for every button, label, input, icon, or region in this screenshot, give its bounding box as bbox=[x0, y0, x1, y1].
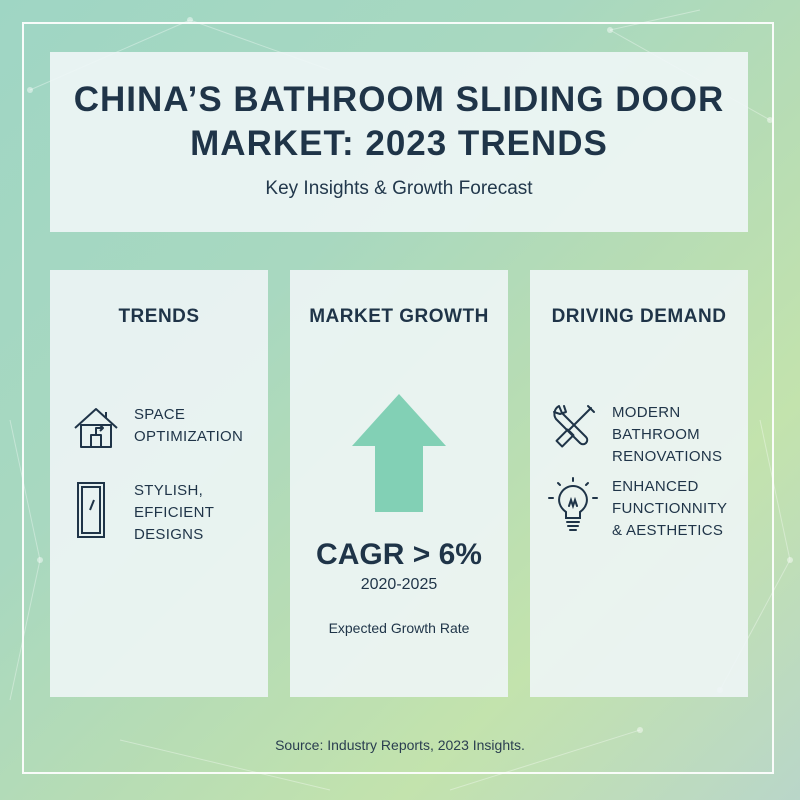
trend-item-space-line1: Space bbox=[134, 406, 186, 423]
up-arrow-icon bbox=[352, 394, 446, 512]
trend-item-space-line2: Optimization bbox=[134, 428, 244, 445]
driving-demand-card: DRIVING DEMAND Modern Bathroom Renovatio… bbox=[530, 270, 748, 697]
page-title: China’s Bathroom Sliding Door Market: 20… bbox=[50, 78, 748, 166]
demand-item-aesthetics-line1: Enhanced bbox=[612, 478, 699, 495]
header-panel: China’s Bathroom Sliding Door Market: 20… bbox=[50, 52, 748, 232]
demand-item-aesthetics-line3: & Aesthetics bbox=[612, 522, 724, 539]
page-subtitle: Key Insights & Growth Forecast bbox=[265, 178, 533, 199]
demand-item-aesthetics-line2: Functionnity bbox=[612, 500, 728, 517]
driving-demand-title: DRIVING DEMAND bbox=[551, 306, 727, 327]
trend-item-stylish-line3: Designs bbox=[134, 526, 204, 543]
trend-item-stylish-line1: Stylish, bbox=[134, 482, 204, 499]
cagr-label: Expected Growth Rate bbox=[328, 620, 470, 636]
sliding-door-icon bbox=[77, 482, 105, 538]
title-line-2: Market: 2023 Trends bbox=[190, 124, 608, 163]
trends-card: TRENDS Space Optimization Stylish, Effic… bbox=[50, 270, 268, 697]
trends-title: TRENDS bbox=[118, 306, 200, 327]
demand-item-renovations: Modern Bathroom Renovations bbox=[550, 402, 748, 468]
lightbulb-icon bbox=[548, 477, 598, 531]
source-note: Source: Industry Reports, 2023 Insights. bbox=[275, 737, 525, 753]
cagr-years: 2020-2025 bbox=[360, 576, 438, 593]
cagr-value: CAGR > 6% bbox=[316, 538, 482, 571]
demand-item-aesthetics: Enhanced Functionnity & Aesthetics bbox=[546, 476, 727, 542]
demand-item-renovations-line2: Renovations bbox=[612, 448, 723, 465]
tools-icon bbox=[553, 405, 595, 448]
title-line-1: China’s Bathroom Sliding Door bbox=[73, 80, 725, 119]
white-frame bbox=[22, 22, 774, 774]
trend-item-stylish-line2: Efficient bbox=[134, 504, 215, 521]
house-icon bbox=[74, 408, 118, 448]
market-growth-title: MARKET GROWTH bbox=[309, 306, 489, 327]
market-growth-card: MARKET GROWTH CAGR > 6% 2020-2025 Expect… bbox=[290, 270, 508, 697]
trend-item-stylish: Stylish, Efficient Designs bbox=[74, 480, 214, 546]
demand-item-renovations-line1: Modern Bathroom bbox=[612, 404, 700, 443]
trend-item-space: Space Optimization bbox=[72, 404, 243, 452]
